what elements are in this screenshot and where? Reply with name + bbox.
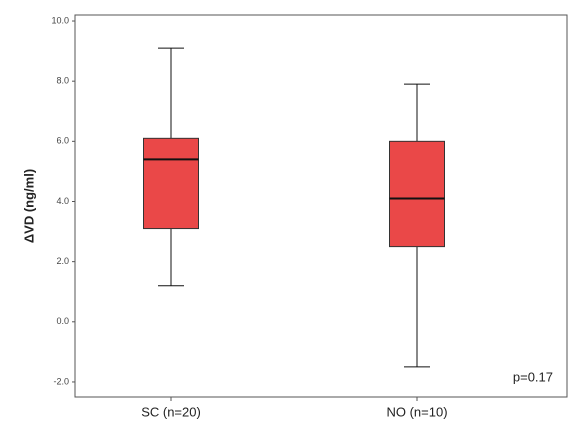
- y-tick-label: -2.0: [53, 376, 69, 386]
- y-tick-label: 6.0: [56, 136, 69, 146]
- x-tick-label: SC (n=20): [141, 404, 201, 419]
- annotation: p=0.17: [513, 369, 553, 384]
- plot-frame: [74, 14, 568, 398]
- y-axis-label: ΔVD (ng/ml): [21, 169, 36, 243]
- y-tick-label: 8.0: [56, 76, 69, 86]
- y-tick-label: 10.0: [51, 15, 69, 25]
- box: [389, 140, 445, 248]
- y-tick-label: 4.0: [56, 196, 69, 206]
- x-tick-label: NO (n=10): [386, 404, 447, 419]
- y-tick-label: 2.0: [56, 256, 69, 266]
- y-tick-label: 0.0: [56, 316, 69, 326]
- box: [143, 137, 199, 230]
